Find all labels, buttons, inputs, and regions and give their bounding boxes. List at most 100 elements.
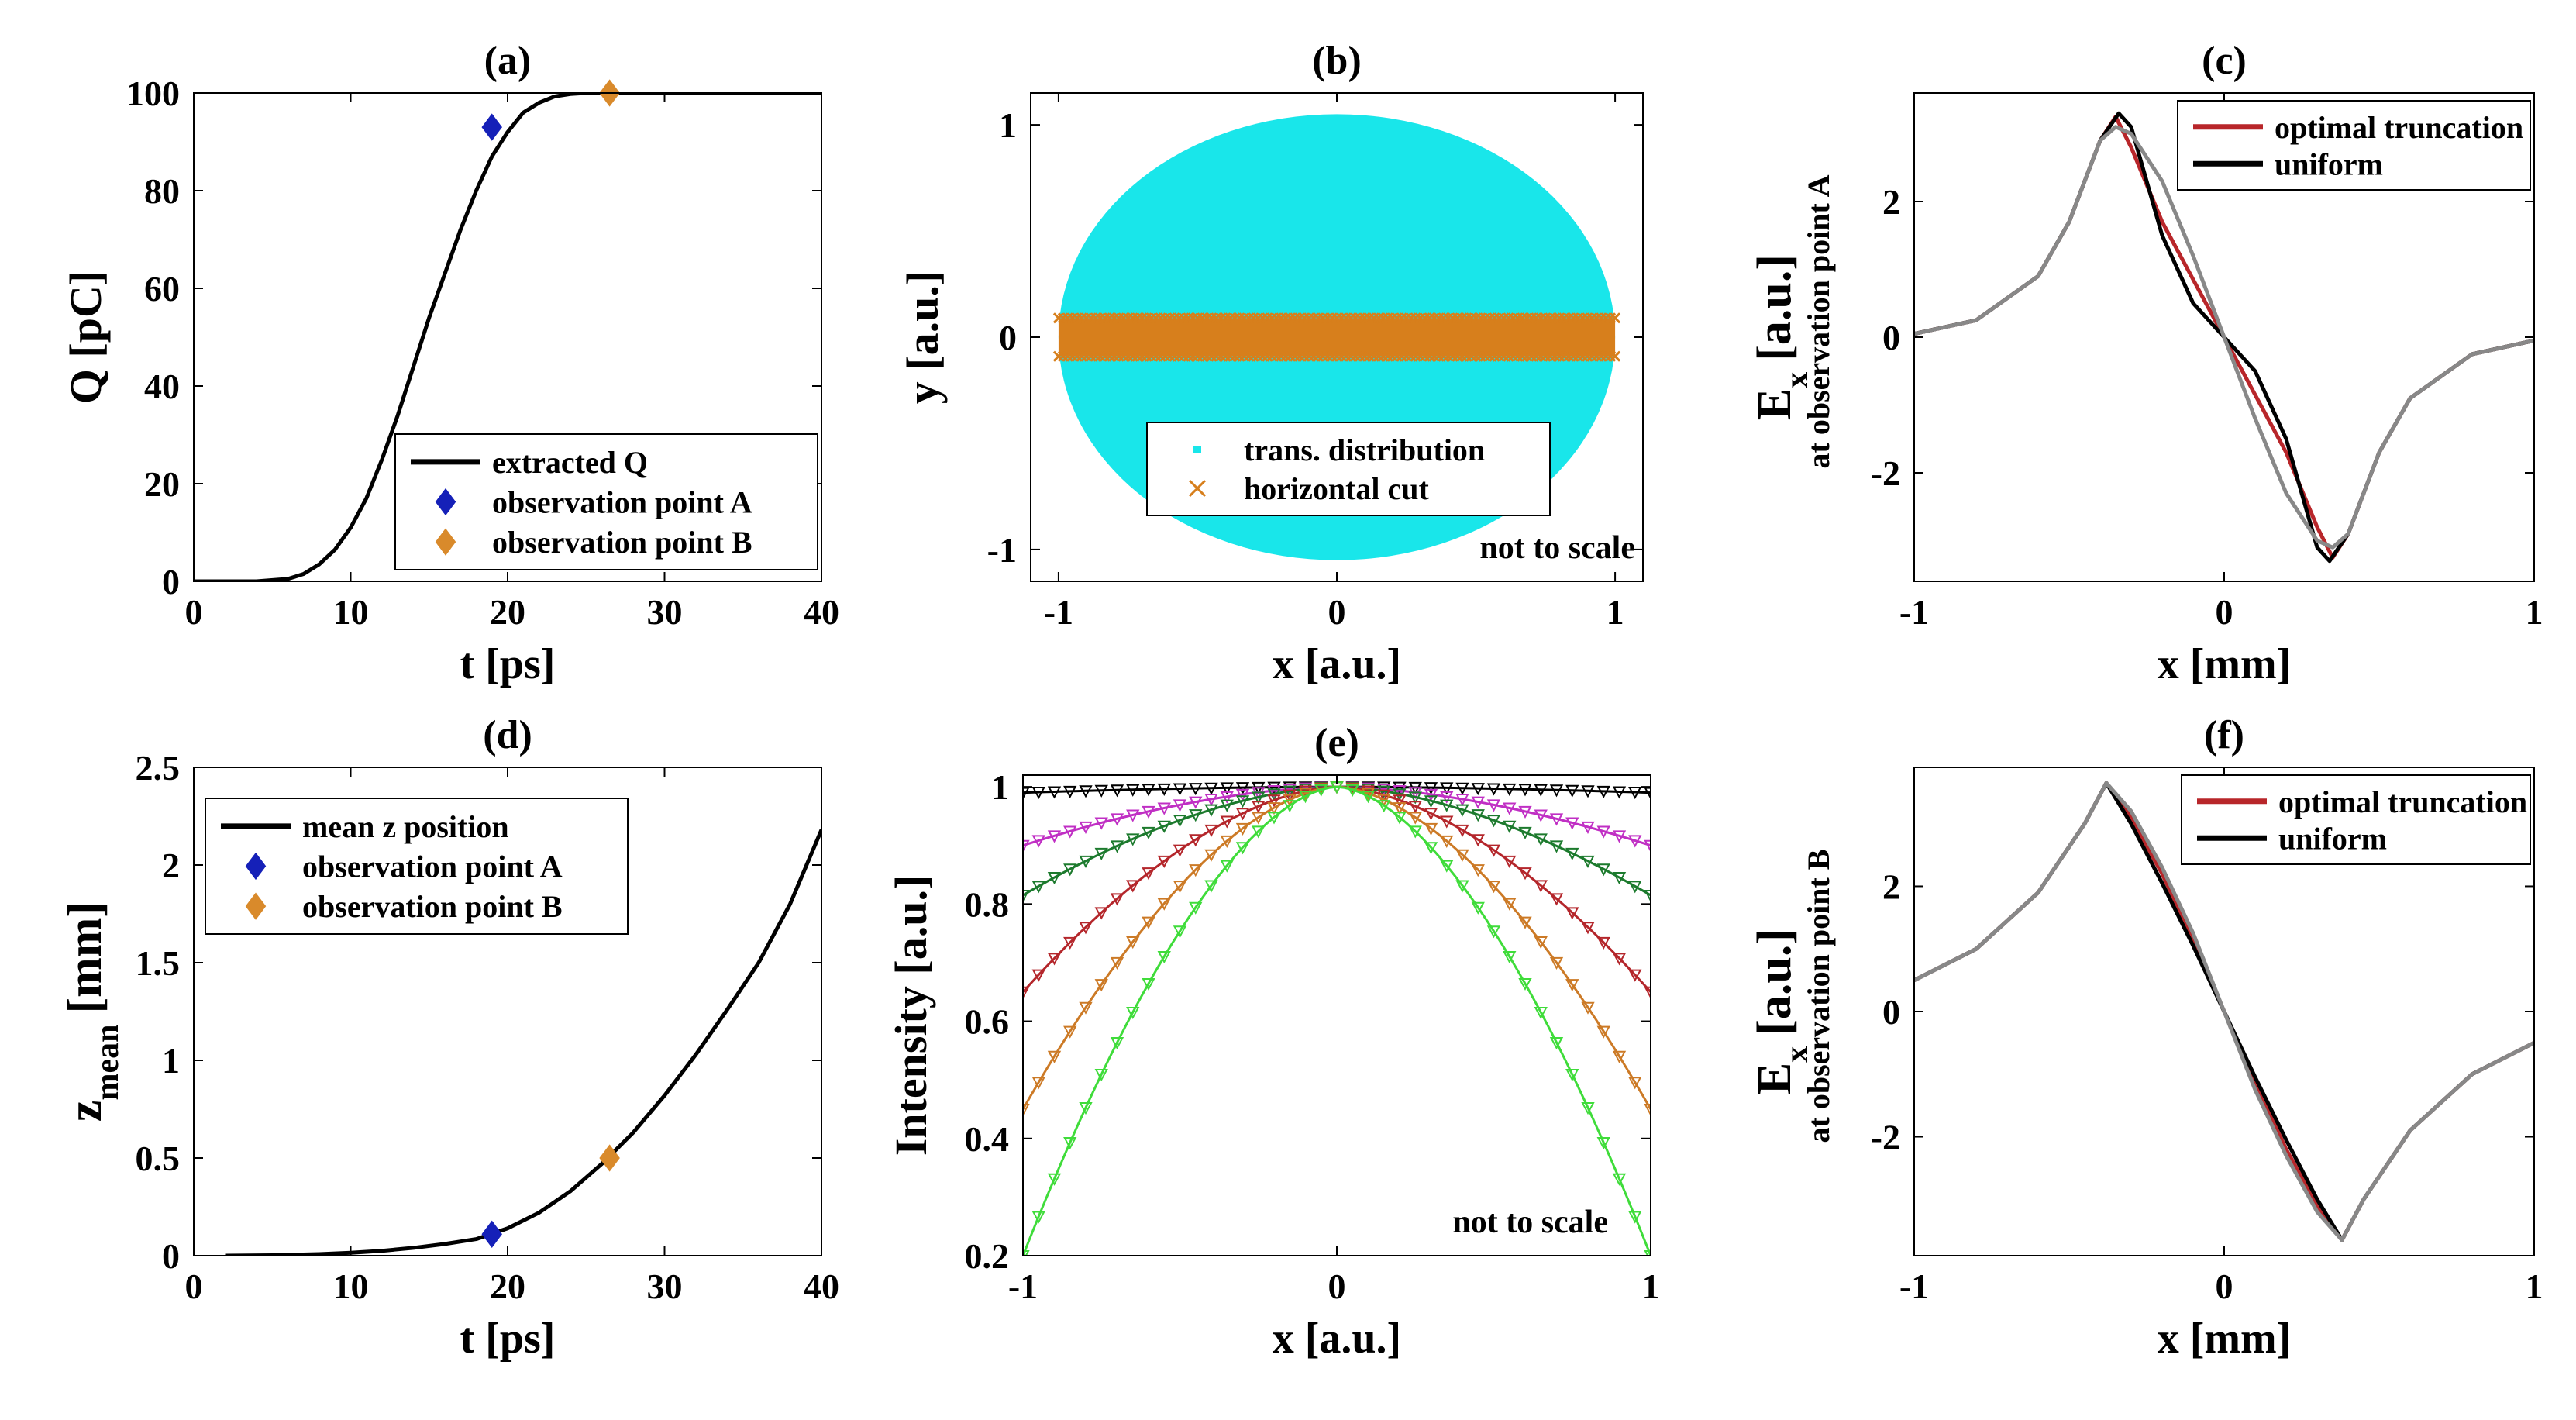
- intensity-marker-3: [1534, 880, 1548, 893]
- intensity-marker-2: [1455, 804, 1469, 817]
- intensity-marker-2: [1471, 809, 1485, 822]
- intensity-marker-2: [1644, 890, 1651, 903]
- legend-entry-label: uniform: [2278, 821, 2387, 856]
- intensity-marker-2: [1283, 785, 1297, 798]
- legend-a: [394, 433, 818, 570]
- intensity-marker-5: [1503, 951, 1517, 964]
- intensity-marker-1: [1612, 830, 1627, 843]
- intensity-marker-1: [1267, 785, 1281, 798]
- intensity-marker-1: [1534, 809, 1548, 822]
- intensity-marker-1: [1549, 813, 1564, 826]
- intensity-marker-0: [1094, 784, 1108, 798]
- intensity-marker-3: [1047, 953, 1062, 966]
- intensity-marker-3: [1267, 794, 1281, 808]
- legend-d: [205, 798, 629, 935]
- intensity-marker-1: [1023, 839, 1030, 853]
- x-tick-label: 0: [1328, 592, 1346, 632]
- y-tick-label: 80: [144, 171, 180, 211]
- intensity-marker-5: [1220, 860, 1234, 873]
- x-tick-label: 0: [185, 592, 203, 632]
- intensity-marker-3: [1644, 986, 1651, 999]
- y-tick-label: 2: [1882, 182, 1900, 222]
- observation-point-a-marker: [481, 113, 502, 141]
- intensity-marker-3: [1189, 834, 1203, 847]
- x-tick-label: 30: [647, 592, 683, 632]
- intensity-marker-5: [1612, 1173, 1627, 1186]
- intensity-marker-5: [1314, 784, 1328, 797]
- intensity-marker-3: [1471, 834, 1485, 847]
- panel-title: (c): [2202, 39, 2247, 83]
- legend-diamond-icon: [435, 528, 456, 556]
- intensity-marker-2: [1440, 799, 1454, 812]
- extracted-q-line: [194, 93, 821, 581]
- plot-area-e: [1023, 781, 1651, 1256]
- y-axis-secondary-label: at observation point A: [1801, 174, 1836, 468]
- intensity-marker-5: [1361, 791, 1376, 804]
- intensity-marker-1: [1455, 794, 1469, 807]
- x-tick-label: 1: [1642, 1267, 1660, 1306]
- y-axis-label: Ex [a.u.]: [1748, 929, 1815, 1094]
- panel-title: (f): [2204, 713, 2244, 757]
- legend-entry-label: observation point A: [302, 850, 563, 884]
- y-axis-label: zmean [mm]: [59, 901, 126, 1122]
- intensity-marker-0: [1471, 783, 1485, 796]
- x-tick-label: 0: [2216, 1267, 2233, 1306]
- intensity-marker-5: [1173, 925, 1187, 939]
- intensity-marker-4: [1235, 822, 1250, 836]
- intensity-marker-2: [1377, 785, 1391, 798]
- legend-entry-label: observation point B: [492, 525, 752, 560]
- y-tick-label: 1: [999, 105, 1017, 145]
- y-tick-label: 0.5: [136, 1139, 181, 1178]
- y-tick-label: 0: [1882, 992, 1900, 1032]
- intensity-marker-3: [1252, 801, 1266, 814]
- legend-f: [2181, 774, 2531, 865]
- y-tick-label: 0: [1882, 318, 1900, 357]
- intensity-marker-3: [1612, 953, 1627, 966]
- intensity-marker-3: [1142, 867, 1155, 881]
- x-tick-label: -1: [1044, 592, 1073, 632]
- y-tick-label: 2.5: [136, 748, 181, 788]
- intensity-marker-1: [1235, 788, 1250, 801]
- intensity-marker-5: [1408, 825, 1422, 839]
- intensity-marker-0: [1031, 787, 1045, 800]
- y-tick-label: 20: [144, 464, 180, 504]
- intensity-marker-1: [1157, 802, 1171, 815]
- observation-point-a-marker: [481, 1220, 502, 1248]
- intensity-marker-5: [1549, 1036, 1564, 1050]
- intensity-marker-4: [1455, 849, 1469, 862]
- intensity-marker-4: [1023, 1103, 1030, 1117]
- x-tick-label: -1: [1899, 592, 1929, 632]
- intensity-marker-4: [1628, 1077, 1642, 1090]
- intensity-marker-2: [1424, 795, 1438, 808]
- intensity-marker-5: [1063, 1136, 1077, 1150]
- intensity-marker-1: [1189, 796, 1203, 809]
- intensity-marker-4: [1094, 979, 1108, 992]
- intensity-marker-3: [1581, 922, 1595, 935]
- panel-e: -1 0 1 0.2 0.4 0.6 0.8 1 (e) x [a.u.] Intensity [a…: [886, 721, 1660, 1363]
- intensity-marker-2: [1173, 815, 1187, 828]
- y-tick-label: 0.8: [965, 884, 1010, 924]
- x-axis-label: x [mm]: [2158, 640, 2292, 688]
- intensity-marker-1: [1644, 839, 1651, 853]
- intensity-marker-4: [1173, 881, 1187, 894]
- intensity-marker-0: [1503, 783, 1517, 796]
- intensity-marker-2: [1047, 872, 1062, 885]
- intensity-marker-3: [1549, 893, 1564, 906]
- panel-f: -1 0 1 -2 0 2 (f) x [mm] Ex [a.u.] at observation …: [1748, 713, 2543, 1363]
- x-tick-label: 0: [185, 1267, 203, 1306]
- intensity-marker-3: [1031, 969, 1045, 982]
- intensity-marker-4: [1424, 822, 1438, 836]
- intensity-marker-5: [1189, 901, 1203, 915]
- intensity-marker-3: [1440, 815, 1454, 829]
- intensity-marker-4: [1503, 898, 1517, 911]
- intensity-marker-5: [1157, 951, 1171, 964]
- intensity-marker-4: [1534, 936, 1548, 950]
- intensity-marker-4: [1393, 802, 1407, 815]
- legend-entry-label: observation point B: [302, 889, 563, 924]
- intensity-curve-4: [1023, 785, 1651, 1110]
- x-tick-label: 0: [1328, 1267, 1346, 1306]
- intensity-marker-3: [1079, 922, 1093, 935]
- intensity-marker-2: [1142, 826, 1155, 839]
- intensity-marker-3: [1204, 824, 1218, 837]
- intensity-marker-5: [1298, 791, 1313, 804]
